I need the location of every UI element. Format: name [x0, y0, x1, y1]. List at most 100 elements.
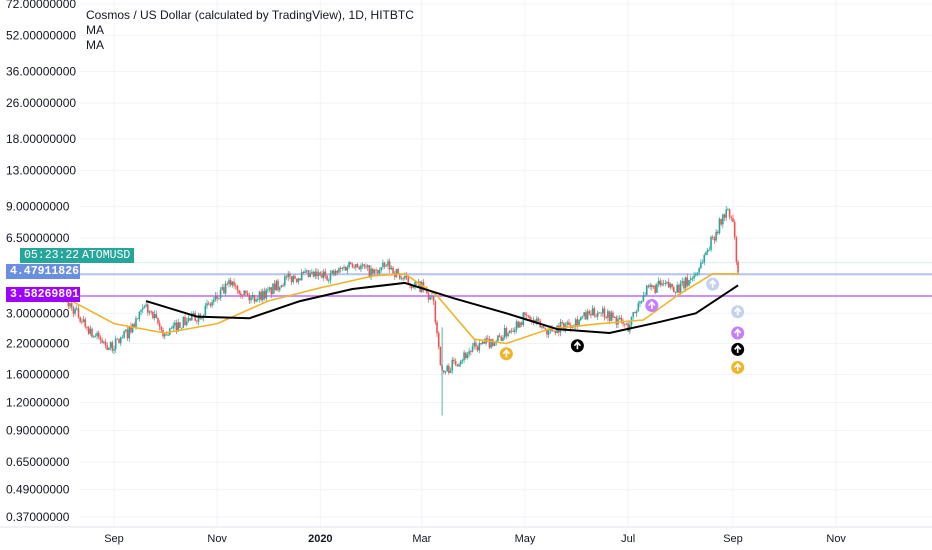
candle-body [314, 271, 317, 277]
candle-body [287, 273, 289, 278]
candle-body [273, 283, 276, 291]
candle-body [722, 214, 724, 225]
candle-body [681, 281, 684, 284]
candle-body [613, 316, 616, 318]
candle-body [267, 289, 269, 291]
candle-body [365, 266, 367, 268]
candle-body [486, 338, 489, 340]
candle-body [282, 285, 284, 286]
candle-body [228, 280, 230, 285]
candle-body [732, 218, 734, 223]
candle-body [309, 273, 311, 277]
candle-body [311, 271, 313, 274]
candle-body [285, 276, 288, 278]
candle-body [355, 264, 357, 268]
candle-body [667, 281, 670, 288]
signal-arrow-icon[interactable] [731, 360, 745, 374]
candle-body [300, 272, 303, 281]
candle-body [720, 218, 722, 225]
candle-body [442, 370, 445, 373]
candle-body [94, 335, 97, 337]
candle-body [512, 331, 514, 332]
candle-body [148, 311, 151, 313]
candle-body [727, 209, 729, 211]
candle-body [363, 264, 366, 267]
candle-body [652, 285, 655, 288]
candle-body [656, 284, 658, 293]
signal-arrow-icon[interactable] [706, 277, 720, 291]
candle-body [710, 236, 712, 250]
candle-body [725, 209, 728, 218]
candle-body [96, 332, 98, 336]
candle-body [701, 262, 704, 264]
candle-body [481, 341, 484, 345]
candle-body [118, 338, 120, 344]
signal-arrow-icon[interactable] [731, 342, 745, 356]
candle-body [639, 301, 641, 304]
candle-body [206, 303, 208, 306]
candle-body [664, 283, 667, 284]
y-tick-label: 0.49000000 [6, 483, 70, 497]
candle-body [246, 293, 249, 296]
candle-body [111, 342, 114, 351]
candle-body [70, 303, 73, 308]
candle-body [226, 283, 229, 285]
signal-arrow-icon[interactable] [570, 339, 584, 353]
signal-arrow-icon[interactable] [731, 326, 745, 340]
candle-body [605, 317, 607, 319]
candle-body [356, 264, 359, 268]
candle-body [610, 312, 613, 321]
signal-arrow-icon[interactable] [645, 299, 659, 313]
candle-body [615, 316, 618, 325]
candle-body [507, 333, 509, 337]
candle-body [561, 321, 563, 324]
candle-body [218, 297, 220, 299]
candle-body [294, 276, 296, 279]
candle-body [600, 312, 602, 314]
y-tick-label: 13.00000000 [6, 164, 76, 178]
candle-body [578, 319, 580, 326]
candle-body [346, 267, 349, 271]
candle-body [651, 285, 653, 288]
candle-body [649, 285, 651, 287]
candle-body [632, 312, 635, 317]
candle-body [637, 303, 640, 312]
candle-body [97, 332, 100, 338]
candle-body [361, 264, 364, 266]
candle-body [175, 322, 178, 332]
signal-arrow-icon[interactable] [499, 347, 513, 361]
candle-body [700, 262, 702, 269]
candle-body [214, 295, 217, 300]
candle-body [735, 237, 738, 262]
candle-body [593, 308, 596, 316]
candle-body [640, 301, 643, 303]
candle-body [654, 285, 657, 293]
indicator-ma-1[interactable]: MA [86, 23, 104, 37]
candle-body [429, 297, 432, 300]
indicator-ma-2[interactable]: MA [86, 38, 104, 52]
signal-arrow-icon[interactable] [731, 305, 745, 319]
candle-body [387, 261, 389, 266]
candle-body [119, 337, 122, 344]
candle-body [490, 339, 492, 348]
candle-body [170, 328, 173, 329]
y-tick-label: 6.50000000 [6, 231, 70, 245]
candle-body [689, 278, 692, 281]
candle-body [265, 289, 268, 299]
candle-body [172, 325, 174, 329]
candle-body [713, 237, 716, 241]
candle-body [676, 285, 678, 293]
candle-body [280, 285, 283, 288]
candle-body [711, 236, 714, 238]
candle-body [566, 322, 569, 325]
candle-body [312, 271, 315, 277]
candle-body [730, 216, 733, 219]
candle-body [240, 293, 242, 296]
y-tick-label: 9.00000000 [6, 199, 70, 213]
candle-body [519, 322, 521, 328]
candle-body [329, 273, 332, 281]
candle-body [219, 289, 222, 298]
candle-body [101, 340, 103, 343]
candle-body [243, 290, 246, 296]
